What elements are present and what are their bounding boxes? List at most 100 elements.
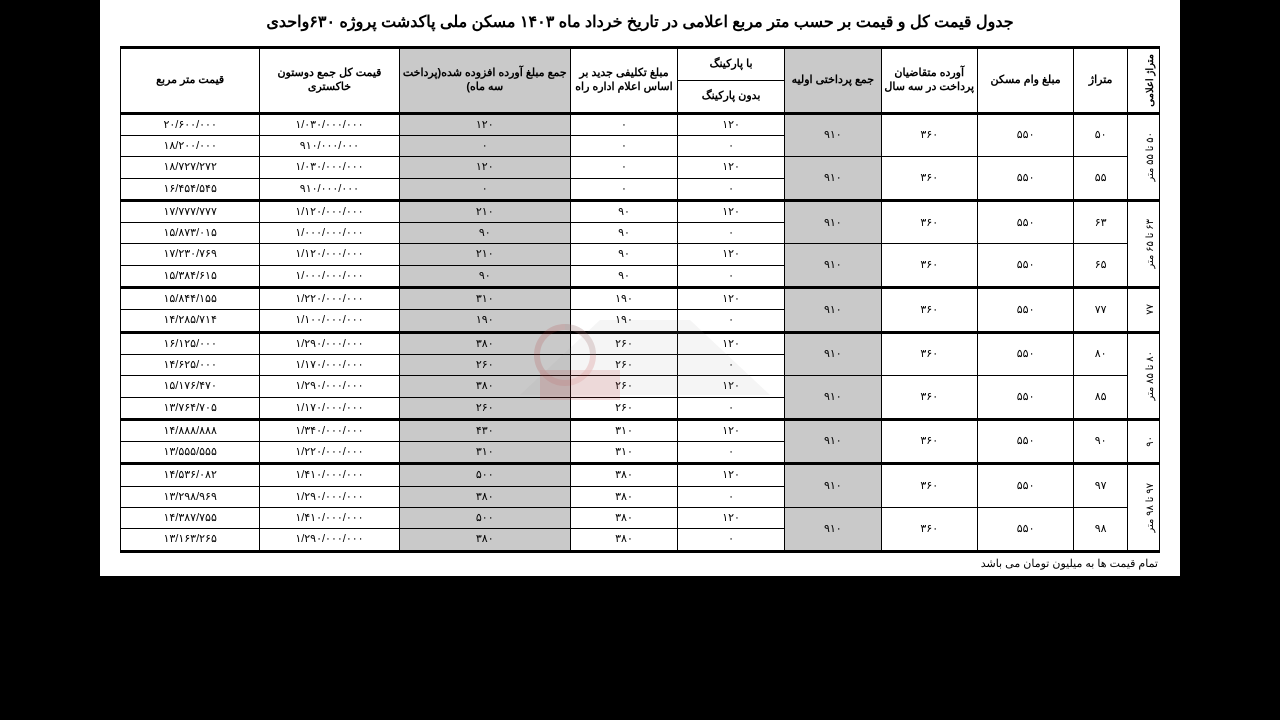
parking-cell: ۱۲۰ (678, 288, 785, 310)
parking-cell: ۰ (678, 178, 785, 200)
col-initial-payment: جمع پرداختی اولیه (785, 48, 881, 114)
parking-cell: ۱۲۰ (678, 508, 785, 529)
table-row: ۹۰۹۰۵۵۰۳۶۰۹۱۰۱۲۰۳۱۰۴۳۰۱/۳۴۰/۰۰۰/۰۰۰۱۴/۸۸… (121, 419, 1160, 441)
parking-cell: ۰ (678, 397, 785, 419)
applicant-cell: ۳۶۰ (881, 464, 977, 508)
added-cell: ۳۸۰ (399, 529, 570, 551)
added-cell: ۳۸۰ (399, 332, 570, 354)
loan-cell: ۵۵۰ (977, 332, 1073, 376)
footer-note: تمام قیمت ها به میلیون تومان می باشد (100, 553, 1180, 570)
ppm-cell: ۱۴/۵۳۶/۰۸۲ (121, 464, 260, 486)
ppm-cell: ۱۵/۸۷۳/۰۱۵ (121, 223, 260, 244)
document-page: جدول قیمت کل و قیمت بر حسب متر مربع اعلا… (100, 0, 1180, 576)
parking-cell: ۰ (678, 265, 785, 287)
area-cell: ۷۷ (1074, 288, 1128, 333)
ppm-cell: ۱۷/۷۷۷/۷۷۷ (121, 200, 260, 222)
loan-cell: ۵۵۰ (977, 200, 1073, 244)
parking-cell: ۱۲۰ (678, 200, 785, 222)
total-cell: ۱/۱۷۰/۰۰۰/۰۰۰ (260, 354, 399, 375)
col-obligation: مبلغ تکلیفی جدید بر اساس اعلام اداره راه (570, 48, 677, 114)
ppm-cell: ۱۷/۲۳۰/۷۶۹ (121, 244, 260, 265)
parking-cell: ۰ (678, 310, 785, 332)
added-cell: ۲۱۰ (399, 200, 570, 222)
ppm-cell: ۱۳/۵۵۵/۵۵۵ (121, 442, 260, 464)
added-cell: ۲۶۰ (399, 354, 570, 375)
total-cell: ۱/۲۹۰/۰۰۰/۰۰۰ (260, 486, 399, 507)
parking-cell: ۰ (678, 529, 785, 551)
added-cell: ۰ (399, 178, 570, 200)
loan-cell: ۵۵۰ (977, 376, 1073, 420)
total-cell: ۱/۲۹۰/۰۰۰/۰۰۰ (260, 529, 399, 551)
added-cell: ۹۰ (399, 223, 570, 244)
total-cell: ۱/۰۳۰/۰۰۰/۰۰۰ (260, 157, 399, 178)
ppm-cell: ۱۳/۷۶۴/۷۰۵ (121, 397, 260, 419)
added-cell: ۱۲۰ (399, 157, 570, 178)
ppm-cell: ۱۸/۲۰۰/۰۰۰ (121, 135, 260, 156)
table-row: ۵۰ تا ۵۵ متر۵۰۵۵۰۳۶۰۹۱۰۱۲۰۰۱۲۰۱/۰۳۰/۰۰۰/… (121, 113, 1160, 135)
ppm-cell: ۱۶/۱۲۵/۰۰۰ (121, 332, 260, 354)
obligation-cell: ۰ (570, 113, 677, 135)
table-row: ۸۵۵۵۰۳۶۰۹۱۰۱۲۰۲۶۰۳۸۰۱/۲۹۰/۰۰۰/۰۰۰۱۵/۱۷۶/… (121, 376, 1160, 397)
initial-payment-cell: ۹۱۰ (785, 288, 881, 333)
range-cell: ۵۰ تا ۵۵ متر (1127, 113, 1159, 200)
col-loan: مبلغ وام مسکن (977, 48, 1073, 114)
col-parking-without: بدون پارکینگ (678, 80, 785, 113)
initial-payment-cell: ۹۱۰ (785, 419, 881, 464)
obligation-cell: ۲۶۰ (570, 354, 677, 375)
obligation-cell: ۳۸۰ (570, 486, 677, 507)
added-cell: ۳۱۰ (399, 288, 570, 310)
parking-cell: ۰ (678, 486, 785, 507)
parking-cell: ۰ (678, 135, 785, 156)
parking-cell: ۱۲۰ (678, 464, 785, 486)
parking-cell: ۱۲۰ (678, 419, 785, 441)
total-cell: ۱/۰۰۰/۰۰۰/۰۰۰ (260, 265, 399, 287)
parking-cell: ۰ (678, 223, 785, 244)
added-cell: ۱۲۰ (399, 113, 570, 135)
ppm-cell: ۲۰/۶۰۰/۰۰۰ (121, 113, 260, 135)
parking-cell: ۱۲۰ (678, 113, 785, 135)
applicant-cell: ۳۶۰ (881, 200, 977, 244)
applicant-cell: ۳۶۰ (881, 508, 977, 552)
obligation-cell: ۹۰ (570, 244, 677, 265)
table-head: متراژ اعلامی متراژ مبلغ وام مسکن آورده م… (121, 48, 1160, 114)
added-cell: ۵۰۰ (399, 464, 570, 486)
total-cell: ۱/۰۳۰/۰۰۰/۰۰۰ (260, 113, 399, 135)
range-cell: ۸۰ تا ۸۵ متر (1127, 332, 1159, 419)
total-cell: ۱/۱۰۰/۰۰۰/۰۰۰ (260, 310, 399, 332)
total-cell: ۱/۰۰۰/۰۰۰/۰۰۰ (260, 223, 399, 244)
ppm-cell: ۱۵/۱۷۶/۴۷۰ (121, 376, 260, 397)
range-label: ۸۰ تا ۸۵ متر (1144, 349, 1157, 403)
ppm-cell: ۱۴/۶۲۵/۰۰۰ (121, 354, 260, 375)
col-applicant: آورده متقاضیان پرداخت در سه سال (881, 48, 977, 114)
area-cell: ۵۰ (1074, 113, 1128, 157)
col-parking-with: با پارکینگ (678, 48, 785, 81)
ppm-cell: ۱۳/۲۹۸/۹۶۹ (121, 486, 260, 507)
range-label: ۹۰ (1144, 434, 1157, 449)
total-cell: ۹۱۰/۰۰۰/۰۰۰ (260, 135, 399, 156)
obligation-cell: ۹۰ (570, 265, 677, 287)
pricing-table: متراژ اعلامی متراژ مبلغ وام مسکن آورده م… (120, 46, 1160, 553)
loan-cell: ۵۵۰ (977, 419, 1073, 464)
col-total: قیمت کل جمع دوستون خاکستری (260, 48, 399, 114)
range-label: ۵۰ تا ۵۵ متر (1144, 130, 1157, 184)
table-row: ۹۸۵۵۰۳۶۰۹۱۰۱۲۰۳۸۰۵۰۰۱/۴۱۰/۰۰۰/۰۰۰۱۴/۳۸۷/… (121, 508, 1160, 529)
area-cell: ۸۵ (1074, 376, 1128, 420)
applicant-cell: ۳۶۰ (881, 157, 977, 201)
area-cell: ۶۵ (1074, 244, 1128, 288)
obligation-cell: ۳۱۰ (570, 442, 677, 464)
total-cell: ۱/۲۲۰/۰۰۰/۰۰۰ (260, 442, 399, 464)
obligation-cell: ۲۶۰ (570, 376, 677, 397)
obligation-cell: ۲۶۰ (570, 332, 677, 354)
table-row: ۶۵۵۵۰۳۶۰۹۱۰۱۲۰۹۰۲۱۰۱/۱۲۰/۰۰۰/۰۰۰۱۷/۲۳۰/۷… (121, 244, 1160, 265)
total-cell: ۱/۴۱۰/۰۰۰/۰۰۰ (260, 508, 399, 529)
added-cell: ۲۶۰ (399, 397, 570, 419)
range-cell: ۹۷ تا ۹۸ متر (1127, 464, 1159, 551)
area-cell: ۹۷ (1074, 464, 1128, 508)
initial-payment-cell: ۹۱۰ (785, 332, 881, 376)
range-cell: ۶۳ تا ۶۵ متر (1127, 200, 1159, 287)
loan-cell: ۵۵۰ (977, 508, 1073, 552)
table-row: ۶۳ تا ۶۵ متر۶۳۵۵۰۳۶۰۹۱۰۱۲۰۹۰۲۱۰۱/۱۲۰/۰۰۰… (121, 200, 1160, 222)
total-cell: ۱/۲۹۰/۰۰۰/۰۰۰ (260, 376, 399, 397)
ppm-cell: ۱۵/۳۸۴/۶۱۵ (121, 265, 260, 287)
loan-cell: ۵۵۰ (977, 244, 1073, 288)
